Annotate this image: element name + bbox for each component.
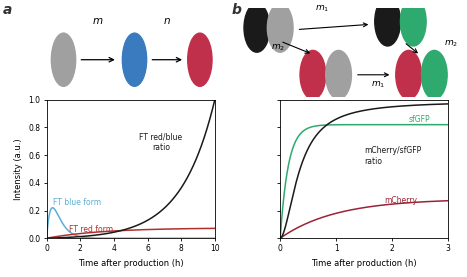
Ellipse shape [51,33,76,86]
Ellipse shape [300,50,325,99]
Ellipse shape [268,3,293,52]
Text: sfGFP: sfGFP [409,115,431,124]
Ellipse shape [422,50,447,99]
Text: $m_1$: $m_1$ [315,3,329,14]
Text: $m$: $m$ [92,16,104,26]
Text: a: a [2,3,12,17]
Y-axis label: Intensity (a.u.): Intensity (a.u.) [14,138,23,200]
Text: $n$: $n$ [163,16,171,26]
Ellipse shape [401,0,426,46]
Text: $m_2$: $m_2$ [271,43,285,53]
Ellipse shape [375,0,401,46]
Text: mCherry/sfGFP
ratio: mCherry/sfGFP ratio [364,146,422,166]
Text: FT red/blue
ratio: FT red/blue ratio [140,133,183,152]
Ellipse shape [326,50,351,99]
Text: mCherry: mCherry [384,196,417,205]
Text: b: b [231,3,241,17]
X-axis label: Time after production (h): Time after production (h) [78,259,184,268]
Ellipse shape [122,33,147,86]
Ellipse shape [244,3,270,52]
X-axis label: Time after production (h): Time after production (h) [311,259,417,268]
Text: FT blue form: FT blue form [53,198,101,207]
Ellipse shape [396,50,421,99]
Text: FT red form: FT red form [69,225,113,234]
Ellipse shape [188,33,212,86]
Text: $m_1$: $m_1$ [371,79,385,90]
Text: $m_2$: $m_2$ [444,39,458,49]
